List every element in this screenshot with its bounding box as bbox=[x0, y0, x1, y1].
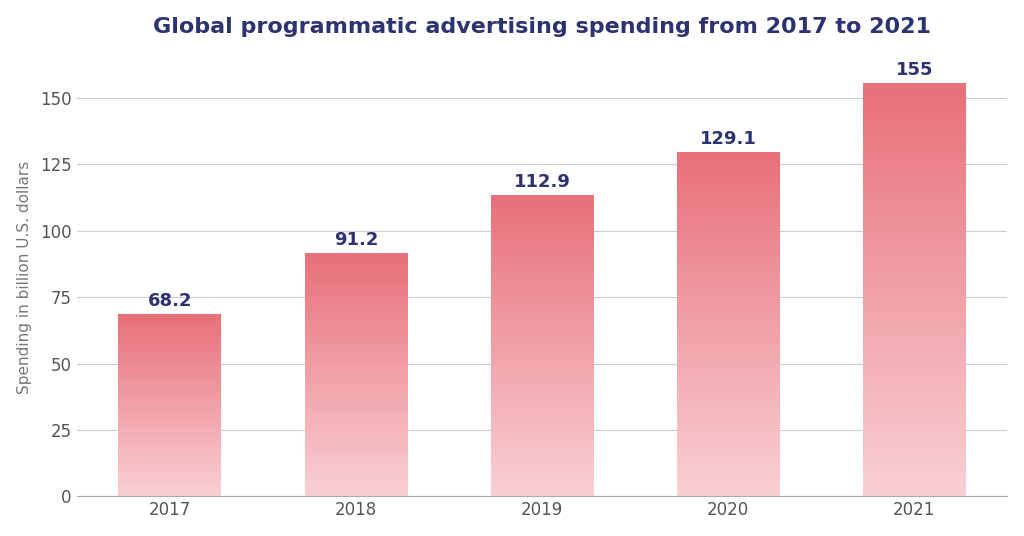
Text: 91.2: 91.2 bbox=[334, 230, 378, 249]
Text: 129.1: 129.1 bbox=[699, 130, 757, 148]
Text: 155: 155 bbox=[896, 61, 933, 79]
Text: 112.9: 112.9 bbox=[513, 173, 570, 191]
Y-axis label: Spending in billion U.S. dollars: Spending in billion U.S. dollars bbox=[16, 160, 32, 394]
Text: 68.2: 68.2 bbox=[147, 292, 191, 310]
Title: Global programmatic advertising spending from 2017 to 2021: Global programmatic advertising spending… bbox=[153, 17, 931, 36]
